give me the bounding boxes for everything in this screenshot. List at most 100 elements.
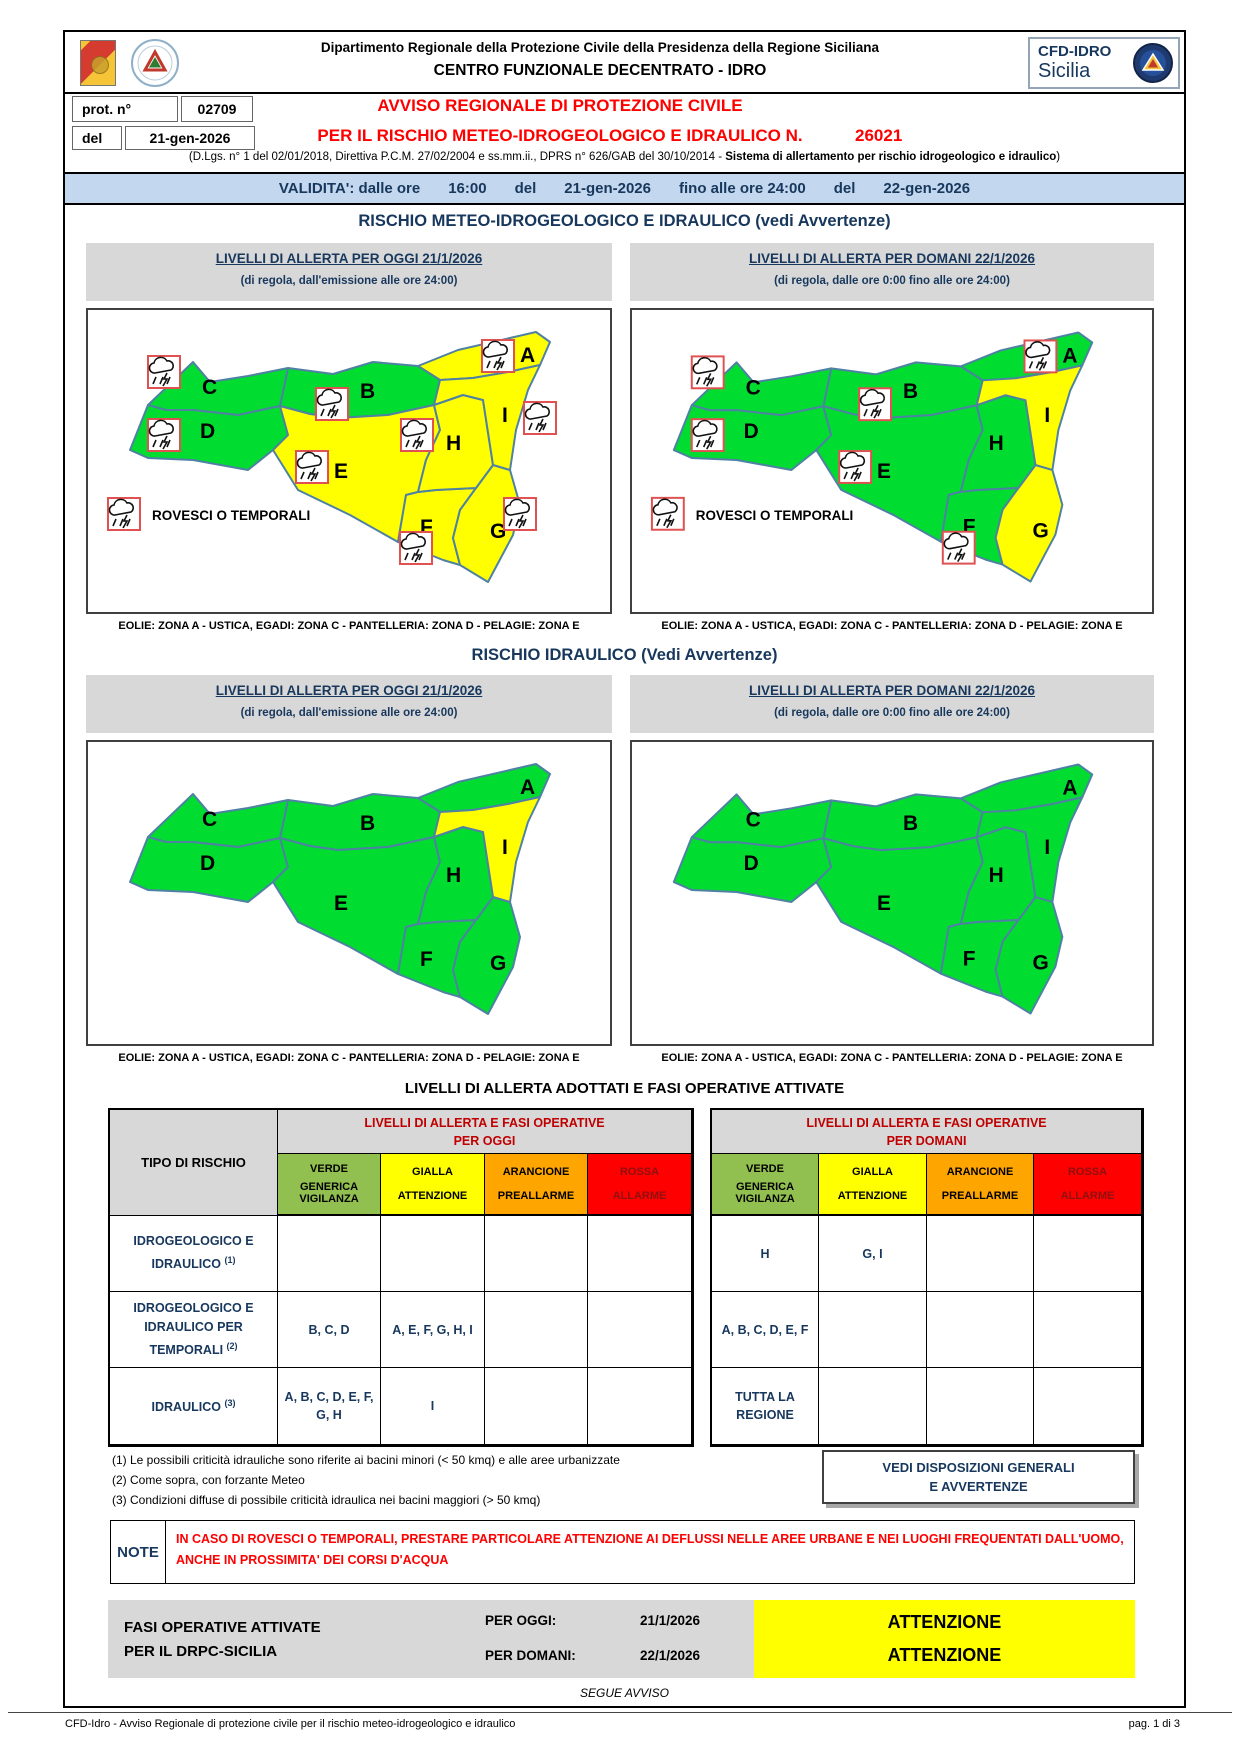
note-label: NOTE bbox=[111, 1521, 166, 1583]
map-zone-label-H: H bbox=[446, 864, 461, 887]
storm-icon bbox=[690, 418, 725, 453]
tomorrow-cell: TUTTA LA REGIONE bbox=[712, 1368, 819, 1445]
storm-icon bbox=[315, 387, 349, 421]
per-domani-label: PER DOMANI: bbox=[485, 1648, 576, 1663]
map-zone-label-A: A bbox=[520, 344, 535, 367]
level-gialla-header: GIALLA ATTENZIONE bbox=[381, 1154, 485, 1216]
map-zone-label-B: B bbox=[360, 380, 375, 403]
tomorrow-table-header: LIVELLI DI ALLERTA E FASI OPERATIVE PER … bbox=[712, 1110, 1142, 1154]
alert-map-idro-tomorrow: A B CD E F G H I bbox=[672, 763, 1094, 1015]
map-header-idro-tomorrow: LIVELLI DI ALLERTA PER DOMANI 22/1/2026 … bbox=[630, 675, 1154, 733]
footer-text: CFD-Idro - Avviso Regionale di protezion… bbox=[65, 1718, 516, 1730]
tomorrow-header-line2: PER DOMANI bbox=[886, 1133, 967, 1148]
map-box-meteo-today: A B C D E F G H I ROVESCI O TEMPORALI bbox=[86, 308, 612, 614]
footnote-3: (3) Condizioni diffuse di possibile crit… bbox=[112, 1493, 541, 1507]
validity-del1: del bbox=[514, 180, 537, 197]
storm-icon bbox=[399, 531, 433, 565]
map-header-sub: (di regola, dall'emissione alle ore 24:0… bbox=[240, 275, 458, 287]
footer-rule bbox=[8, 1712, 1232, 1713]
level-arancione-header: ARANCIONE PREALLARME bbox=[927, 1154, 1034, 1216]
map-zone-C bbox=[690, 793, 833, 849]
prot-date-label: del bbox=[72, 126, 122, 150]
map-header-title: LIVELLI DI ALLERTA PER DOMANI 22/1/2026 bbox=[748, 251, 1036, 266]
map-zone-label-I: I bbox=[502, 836, 508, 859]
today-cell: B, C, D bbox=[278, 1292, 381, 1368]
today-cell: I bbox=[381, 1368, 485, 1445]
document-title-line1: AVVISO REGIONALE DI PROTEZIONE CIVILE bbox=[377, 96, 743, 115]
map-legend-label: ROVESCI O TEMPORALI bbox=[696, 508, 854, 523]
storm-icon bbox=[690, 355, 725, 390]
validity-start-date: 21-gen-2026 bbox=[564, 180, 651, 197]
normative-subtitle: (D.Lgs. n° 1 del 02/01/2018, Direttiva P… bbox=[67, 151, 1182, 163]
risk-row-label: IDROGEOLOGICO E IDRAULICO PER TEMPORALI … bbox=[110, 1292, 278, 1368]
validity-start-time: 16:00 bbox=[448, 180, 487, 197]
document-title-line2: PER IL RISCHIO METEO-IDROGEOLOGICO E IDR… bbox=[317, 126, 803, 145]
level-arancione-header: ARANCIONE PREALLARME bbox=[485, 1154, 588, 1216]
map-zone-label-H: H bbox=[446, 432, 461, 455]
map-zone-label-C: C bbox=[202, 376, 217, 399]
islands-caption: EOLIE: ZONA A - USTICA, EGADI: ZONA C - … bbox=[118, 1052, 580, 1064]
tomorrow-cell: G, I bbox=[819, 1216, 927, 1292]
alert-table-today: TIPO DI RISCHIO LIVELLI DI ALLERTA E FAS… bbox=[108, 1108, 694, 1447]
map-header-idro-today: LIVELLI DI ALLERTA PER OGGI 21/1/2026 (d… bbox=[86, 675, 612, 733]
map-zone-label-A: A bbox=[1062, 344, 1077, 367]
map-zone-label-A: A bbox=[520, 776, 535, 799]
map-header-sub: (di regola, dalle ore 0:00 fino alle ore… bbox=[774, 707, 1010, 719]
map-zone-label-H: H bbox=[989, 864, 1004, 887]
map-header-title: LIVELLI DI ALLERTA PER DOMANI 22/1/2026 bbox=[748, 683, 1036, 698]
map-zone-I bbox=[975, 796, 1084, 903]
level-rossa-header: ROSSA ALLARME bbox=[588, 1154, 692, 1216]
tomorrow-cell: H bbox=[712, 1216, 819, 1292]
tomorrow-cell bbox=[1034, 1216, 1142, 1292]
map-zone-label-C: C bbox=[746, 808, 761, 831]
storm-icon bbox=[481, 339, 515, 373]
map-header-sub: (di regola, dalle ore 0:00 fino alle ore… bbox=[774, 275, 1010, 287]
cfd-idro-logo bbox=[1133, 43, 1173, 83]
fasi-label-line1: FASI OPERATIVE ATTIVATE bbox=[124, 1619, 321, 1636]
per-oggi-label: PER OGGI: bbox=[485, 1613, 557, 1628]
map-zone-label-F: F bbox=[420, 948, 433, 971]
footnote-1: (1) Le possibili criticità idrauliche so… bbox=[112, 1453, 620, 1467]
tomorrow-header-line1: LIVELLI DI ALLERTA E FASI OPERATIVE bbox=[806, 1115, 1047, 1130]
map-zone-C bbox=[147, 793, 289, 848]
map-zone-label-H: H bbox=[989, 432, 1004, 455]
storm-icon bbox=[941, 530, 976, 565]
today-cell bbox=[588, 1292, 692, 1368]
risk-row-label: IDRAULICO (3) bbox=[110, 1368, 278, 1445]
map-zone-label-E: E bbox=[877, 892, 891, 915]
map-zone-label-D: D bbox=[744, 852, 759, 875]
badge-line1: CFD-IDRO bbox=[1038, 43, 1112, 60]
tomorrow-cell bbox=[819, 1368, 927, 1445]
islands-caption: EOLIE: ZONA A - USTICA, EGADI: ZONA C - … bbox=[661, 620, 1123, 632]
tomorrow-cell bbox=[927, 1292, 1034, 1368]
validity-bar: VALIDITA': dalle ore 16:00 del 21-gen-20… bbox=[65, 172, 1184, 205]
today-cell bbox=[485, 1368, 588, 1445]
avviso-number: 26021 bbox=[855, 126, 903, 145]
alert-table-title: LIVELLI DI ALLERTA ADOTTATI E FASI OPERA… bbox=[404, 1080, 845, 1097]
centro-funzionale-line: CENTRO FUNZIONALE DECENTRATO - IDRO bbox=[433, 62, 767, 79]
map-zone-label-C: C bbox=[202, 808, 217, 831]
vedi-line1: VEDI DISPOSIZIONI GENERALI bbox=[882, 1460, 1075, 1475]
fasi-phase-box: ATTENZIONE ATTENZIONE bbox=[754, 1600, 1135, 1678]
level-gialla-header: GIALLA ATTENZIONE bbox=[819, 1154, 927, 1216]
vedi-disposizioni-box: VEDI DISPOSIZIONI GENERALI E AVVERTENZE bbox=[822, 1450, 1135, 1504]
today-cell bbox=[278, 1216, 381, 1292]
today-cell bbox=[485, 1292, 588, 1368]
document-header bbox=[65, 32, 1184, 94]
tipo-di-rischio-header: TIPO DI RISCHIO bbox=[110, 1110, 278, 1216]
document-frame bbox=[63, 30, 1186, 1708]
header-text: Dipartimento Regionale della Protezione … bbox=[220, 40, 980, 80]
map-zone-label-I: I bbox=[502, 404, 508, 427]
storm-icon bbox=[858, 387, 892, 422]
storm-icon bbox=[838, 450, 873, 484]
tomorrow-cell: A, B, C, D, E, F bbox=[712, 1292, 819, 1368]
tomorrow-cell bbox=[927, 1368, 1034, 1445]
map-header-title: LIVELLI DI ALLERTA PER OGGI 21/1/2026 bbox=[215, 251, 483, 266]
map-zone-label-B: B bbox=[360, 812, 375, 835]
fasi-operative-panel: FASI OPERATIVE ATTIVATE PER IL DRPC-SICI… bbox=[108, 1600, 1135, 1678]
storm-icon bbox=[503, 497, 537, 531]
islands-caption: EOLIE: ZONA A - USTICA, EGADI: ZONA C - … bbox=[118, 620, 580, 632]
map-header-meteo-today: LIVELLI DI ALLERTA PER OGGI 21/1/2026 (d… bbox=[86, 243, 612, 301]
